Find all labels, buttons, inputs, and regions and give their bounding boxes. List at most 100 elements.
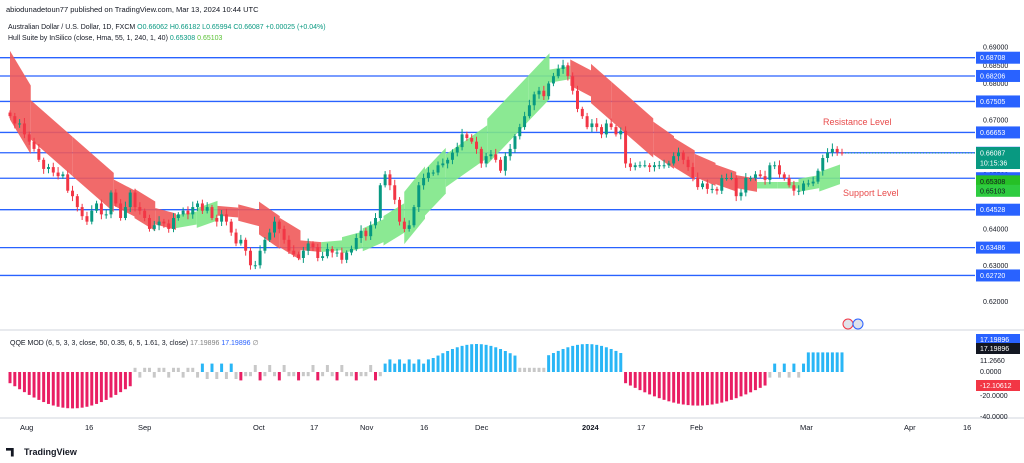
candle-body [229, 221, 233, 233]
qqe-bar [200, 363, 204, 372]
candle-body [802, 183, 806, 191]
candle-body [114, 192, 118, 204]
indicator-name[interactable]: Hull Suite by InSilico (close, Hma, 55, … [8, 35, 168, 42]
candle-body [571, 76, 575, 91]
candle-body [426, 172, 430, 178]
candle-body [475, 141, 478, 149]
qqe-bar [37, 372, 41, 400]
qqe-bar [167, 372, 171, 378]
qqe-bar [176, 367, 180, 372]
candle-body [773, 165, 777, 167]
candle-body [460, 134, 464, 148]
qqe-bar [325, 365, 329, 372]
hull-segment [757, 182, 778, 189]
qqe-axis-label: 0.0000 [980, 369, 1002, 376]
candle-body [729, 178, 733, 179]
qqe-bar [523, 367, 527, 372]
candle-body [672, 156, 676, 164]
y-tick-label: 0.68500 [983, 63, 1008, 70]
qqe-bar [527, 367, 531, 372]
open-value: O0.66062 [137, 24, 168, 31]
high-value: H0.66182 [169, 24, 201, 31]
qqe-bar [436, 355, 440, 372]
candle-body [402, 221, 406, 229]
qqe-bar [782, 363, 786, 372]
candle-body [210, 207, 214, 218]
countdown-label: 10:15:36 [980, 161, 1007, 168]
candle-body [715, 188, 719, 191]
support-annotation: Support Level [843, 188, 899, 198]
qqe-bar [234, 372, 238, 379]
qqe-axis-label: -20.0000 [980, 393, 1008, 400]
qqe-bar [725, 372, 729, 402]
candle-body [340, 252, 344, 260]
candle-body [369, 225, 373, 237]
qqe-bar [450, 349, 454, 372]
x-tick-label: Mar [800, 423, 813, 432]
qqe-bar [364, 372, 368, 377]
tradingview-logo[interactable]: TradingView [6, 447, 77, 457]
candle-body [71, 190, 75, 197]
qqe-badge [976, 334, 1020, 345]
candle-body [42, 159, 46, 169]
candle-body [652, 165, 656, 168]
qqe-bar [489, 345, 493, 372]
qqe-bar [499, 349, 503, 372]
qqe-bar [744, 372, 748, 395]
symbol-name[interactable]: Australian Dollar / U.S. Dollar, 1D, FXC… [8, 24, 136, 31]
current-price-badge [976, 147, 1020, 170]
qqe-bar [383, 363, 387, 372]
candle-body [393, 185, 397, 200]
qqe-bar [66, 372, 70, 409]
y-tick-label: 0.63000 [983, 263, 1008, 270]
candle-body [643, 165, 647, 167]
candle-body [758, 174, 762, 177]
qqe-bar [239, 372, 243, 381]
candle-body [46, 167, 50, 169]
candle-body [777, 165, 781, 175]
publisher-line: abiodunadetoun77 published on TradingVie… [6, 5, 259, 14]
qqe-bar [99, 372, 103, 403]
qqe-bar [503, 351, 507, 372]
candle-body [273, 221, 276, 233]
candle-body [354, 238, 358, 249]
qqe-bar [273, 372, 276, 377]
qqe-value-1: 17.19896 [190, 340, 220, 347]
qqe-bar [32, 372, 36, 398]
qqe-bar [628, 372, 632, 386]
candle-body [374, 218, 377, 226]
candle-body [22, 123, 26, 135]
level-badge-label: 0.62720 [980, 273, 1005, 280]
qqe-bar [431, 358, 435, 372]
candle-body [90, 210, 94, 222]
x-tick-label: Aug [20, 423, 33, 432]
qqe-bar [335, 372, 339, 381]
candle-body [157, 221, 161, 226]
level-badge-label: 0.67505 [980, 99, 1005, 106]
candle-body [32, 141, 36, 149]
qqe-bar [42, 372, 46, 403]
candle-body [335, 252, 339, 254]
qqe-bar [282, 365, 286, 372]
candle-body [80, 207, 84, 217]
qqe-bar [633, 372, 637, 388]
x-tick-label: Nov [360, 423, 374, 432]
candle-body [600, 127, 604, 135]
qqe-bar [80, 372, 84, 408]
candle-body [513, 136, 517, 149]
level-badge-label: 0.63486 [980, 245, 1005, 252]
qqe-bar [56, 372, 60, 407]
qqe-bar [374, 372, 377, 381]
candle-body [532, 94, 536, 106]
candle-body [147, 218, 151, 229]
qqe-name[interactable]: QQE MOD (6, 5, 3, 3, close, 50, 0.35, 6,… [10, 340, 189, 347]
qqe-bar [407, 359, 411, 372]
candle-body [465, 134, 469, 138]
candle-body [383, 174, 387, 186]
qqe-bar [595, 344, 599, 372]
qqe-bar [614, 350, 618, 372]
candle-body [556, 68, 560, 77]
qqe-bar [590, 344, 594, 372]
qqe-bar [157, 367, 161, 372]
qqe-bar [691, 372, 695, 406]
